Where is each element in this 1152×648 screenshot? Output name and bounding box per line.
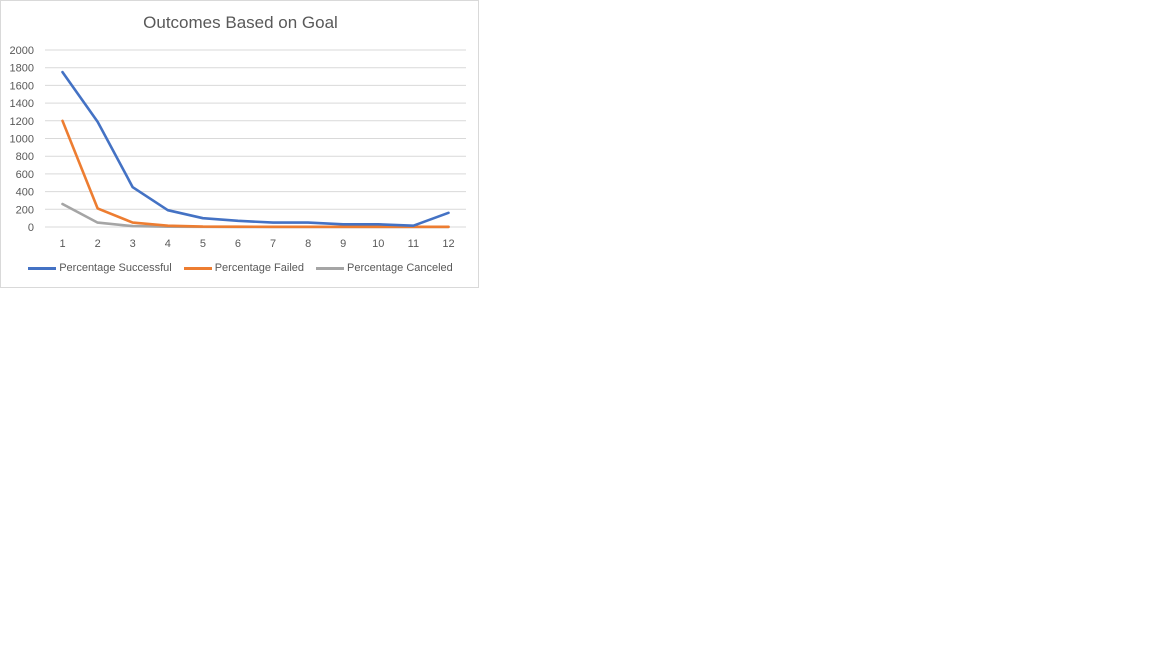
- y-tick-label: 200: [16, 204, 34, 216]
- x-tick-label: 2: [95, 238, 101, 250]
- legend-swatch: [28, 266, 57, 270]
- x-tick-label: 7: [270, 238, 276, 250]
- legend-swatch: [316, 266, 344, 270]
- y-tick-label: 1800: [10, 63, 34, 75]
- x-tick-label: 1: [59, 238, 65, 250]
- y-tick-label: 2000: [10, 45, 34, 57]
- legend-label: Percentage Canceled: [347, 262, 453, 274]
- y-tick-label: 400: [16, 187, 34, 199]
- legend-item: Percentage Failed: [183, 262, 304, 274]
- chart-frame: Outcomes Based on Goal 0 200 400 600 800 1000…: [0, 0, 479, 288]
- legend-item: Percentage Canceled: [316, 262, 453, 274]
- y-tick-label: 1600: [10, 80, 34, 92]
- x-tick-label: 4: [165, 238, 171, 250]
- y-tick-label: 600: [16, 169, 34, 181]
- x-tick-label: 8: [305, 238, 311, 250]
- y-tick-label: 1000: [10, 134, 34, 146]
- x-tick-label: 5: [200, 238, 206, 250]
- x-tick-label: 11: [408, 238, 419, 250]
- x-tick-label: 3: [130, 238, 136, 250]
- legend-label: Percentage Failed: [214, 262, 304, 274]
- y-tick-label: 800: [16, 151, 34, 163]
- legend-item: Percentage Successful: [28, 262, 172, 274]
- chart-legend: Percentage Successful Percentage Failed Pe…: [1, 262, 480, 274]
- series-line-percentage-canceled: [61, 202, 450, 229]
- series-line-percentage-successful: [61, 70, 450, 227]
- x-tick-label: 12: [442, 238, 454, 250]
- chart-title: Outcomes Based on Goal: [143, 13, 338, 32]
- y-tick-label: 1400: [10, 98, 34, 110]
- x-tick-label: 10: [372, 238, 384, 250]
- series-line-percentage-failed: [61, 119, 450, 229]
- y-tick-label: 0: [28, 222, 34, 234]
- legend-swatch: [183, 266, 212, 270]
- x-tick-label: 9: [340, 238, 346, 250]
- legend-label: Percentage Successful: [59, 262, 172, 274]
- x-tick-label: 6: [235, 238, 241, 250]
- y-tick-label: 1200: [10, 116, 34, 128]
